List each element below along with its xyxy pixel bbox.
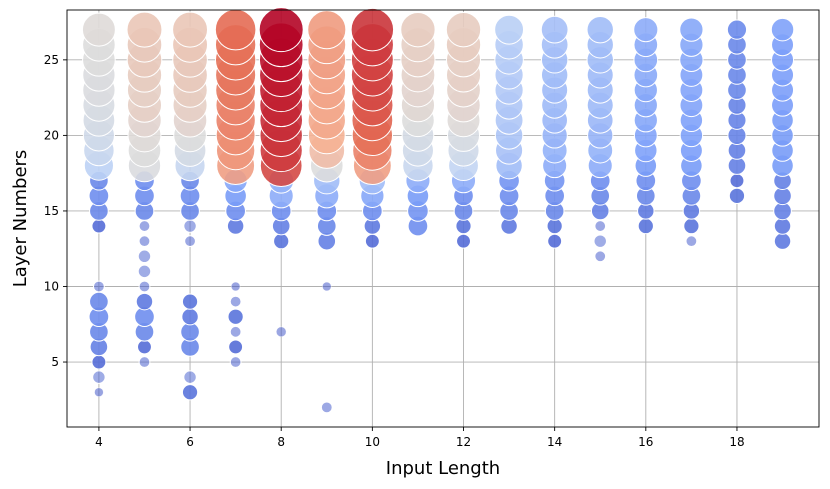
bubble-point	[184, 235, 196, 248]
bubble-point	[138, 235, 151, 248]
bubble-point	[586, 15, 614, 44]
bubble-point	[138, 356, 151, 368]
bubble-point	[135, 292, 154, 311]
bubble-point	[228, 339, 244, 355]
bubble-point	[181, 293, 199, 310]
bubble-point	[773, 217, 792, 235]
y-tick-label: 25	[44, 53, 59, 67]
bubble-point	[229, 325, 242, 338]
bubble-point	[181, 307, 199, 326]
x-tick-label: 18	[729, 435, 744, 449]
bubble-point	[679, 17, 704, 42]
bubble-point	[91, 218, 107, 234]
bubble-point	[729, 173, 745, 189]
x-tick-label: 12	[456, 435, 471, 449]
bubble-point	[137, 249, 152, 263]
plot-frame	[66, 9, 820, 428]
bubble-point	[258, 7, 304, 53]
bubble-point	[181, 384, 199, 401]
bubble-point	[400, 11, 436, 48]
x-tick-label: 6	[186, 435, 194, 449]
bubble-point	[637, 217, 654, 235]
bubble-point	[364, 233, 380, 249]
bubble-point	[94, 387, 104, 397]
bubble-point	[183, 370, 197, 384]
y-tick-label: 10	[44, 279, 59, 293]
x-tick-label: 4	[95, 435, 103, 449]
bubble-point	[138, 280, 151, 293]
bubble-point	[229, 356, 242, 368]
bubble-point	[728, 187, 746, 204]
bubble-point	[773, 232, 792, 250]
bubble-layer	[81, 7, 795, 414]
bubble-point	[172, 11, 209, 48]
bubble-point	[593, 234, 607, 248]
y-tick-label: 15	[44, 204, 59, 218]
bubble-point	[89, 291, 109, 312]
bubble-point	[92, 370, 106, 384]
y-tick-label: 20	[44, 128, 59, 142]
y-axis-label: Layer Numbers	[10, 150, 31, 288]
bubble-point	[494, 14, 525, 45]
axis-ticks: 4 6 8 10 12 14 16 18 5 10 15 20 25	[44, 53, 745, 449]
bubble-point	[683, 217, 700, 235]
bubble-point	[633, 17, 659, 43]
bubble-point	[231, 281, 241, 292]
x-tick-label: 14	[547, 435, 562, 449]
bubble-point	[183, 219, 197, 233]
bubble-point	[320, 401, 333, 414]
bubble-point	[91, 354, 107, 370]
bubble-point	[594, 220, 607, 232]
bubble-point	[273, 233, 290, 250]
bubble-point	[81, 12, 116, 47]
x-tick-label: 16	[638, 435, 653, 449]
bubble-point	[685, 235, 698, 248]
bubble-point	[307, 10, 347, 50]
bubble-point	[137, 339, 152, 355]
x-tick-label: 8	[277, 435, 285, 449]
bubble-point	[276, 326, 287, 337]
bubble-point	[726, 19, 748, 40]
bubble-point	[547, 233, 563, 249]
bubble-point	[138, 220, 151, 232]
bubble-point	[594, 250, 607, 263]
bubble-point	[227, 308, 244, 325]
bubble-point	[126, 11, 163, 48]
bubble-point	[350, 7, 395, 52]
x-axis-label: Input Length	[386, 458, 500, 479]
bubble-point	[770, 17, 795, 42]
bubble-point	[540, 15, 569, 44]
y-tick-label: 5	[51, 355, 59, 369]
bubble-point	[137, 264, 152, 279]
bubble-point	[229, 295, 242, 308]
bubble-point	[93, 280, 105, 293]
bubble-point	[214, 8, 257, 51]
x-tick-label: 10	[365, 435, 380, 449]
bubble-point	[322, 281, 332, 292]
bubble-point	[456, 233, 471, 249]
bubble-point	[445, 11, 482, 48]
